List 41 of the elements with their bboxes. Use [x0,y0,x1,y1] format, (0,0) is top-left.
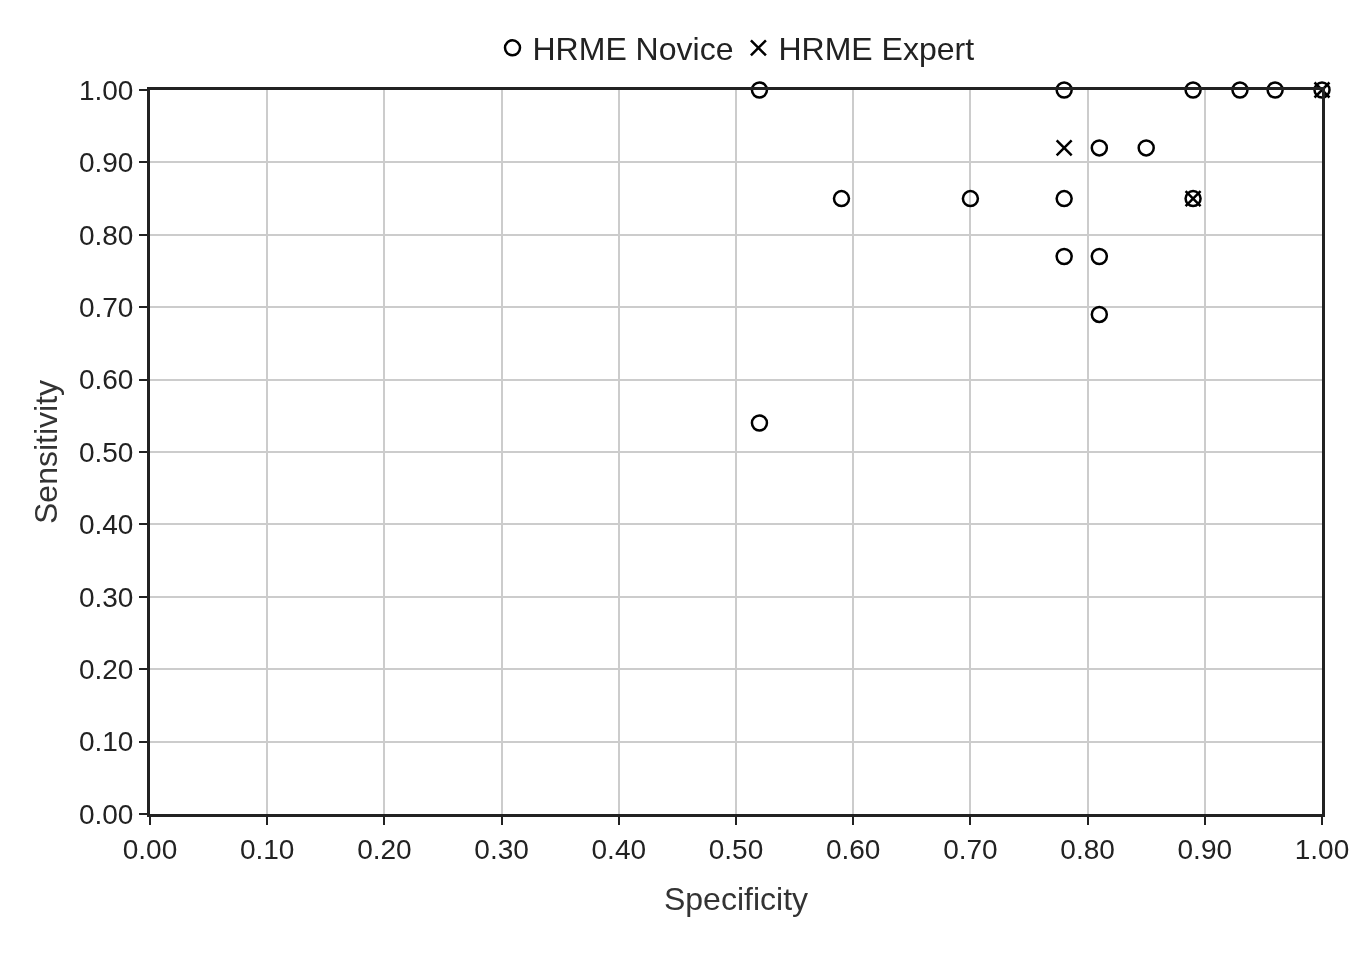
point [1055,189,1073,208]
y-tick-label: 0.70 [78,292,134,323]
point [832,189,851,208]
point [1055,139,1073,157]
x-tick-label: 0.10 [239,833,295,865]
y-tick-label: 0.90 [78,147,134,179]
point [1090,139,1109,157]
point [750,81,769,99]
y-tick-label: 1.00 [78,74,134,106]
point [1184,81,1202,99]
legend-label: HRME Expert [778,31,975,68]
point [750,414,769,432]
x-tick-label: 1.00 [1294,833,1350,865]
point [1137,139,1155,157]
y-tick-label: 0.50 [78,436,134,468]
y-tick-label: 0.30 [78,581,134,613]
x-tick-label: 0.50 [708,833,764,865]
y-axis-title: Sensitivity [28,379,65,525]
x-axis-title: Specificity [663,881,809,918]
point [961,189,980,208]
point [1231,81,1249,99]
y-tick-label: 0.00 [78,798,134,830]
x-tick-label: 0.00 [122,833,178,865]
point [1055,81,1073,99]
x-tick-label: 0.80 [1060,833,1115,865]
x-tick-label: 0.40 [591,833,647,865]
y-tick-label: 0.40 [78,509,134,541]
x-tick-label: 0.90 [1177,833,1233,865]
point [1090,247,1109,266]
point [1090,305,1109,324]
x-tick-label: 0.60 [825,833,881,865]
x-tick-label: 0.20 [357,833,412,865]
point [1266,81,1284,99]
y-tick-label: 0.20 [78,654,134,685]
x-tick-label: 0.30 [474,833,529,865]
y-tick-label: 0.80 [78,219,134,251]
y-tick-label: 0.60 [78,364,134,396]
legend-label: HRME Novice [532,31,734,68]
x-tick-label: 0.70 [943,833,998,865]
point [1055,247,1073,266]
y-tick-label: 0.10 [78,726,134,758]
